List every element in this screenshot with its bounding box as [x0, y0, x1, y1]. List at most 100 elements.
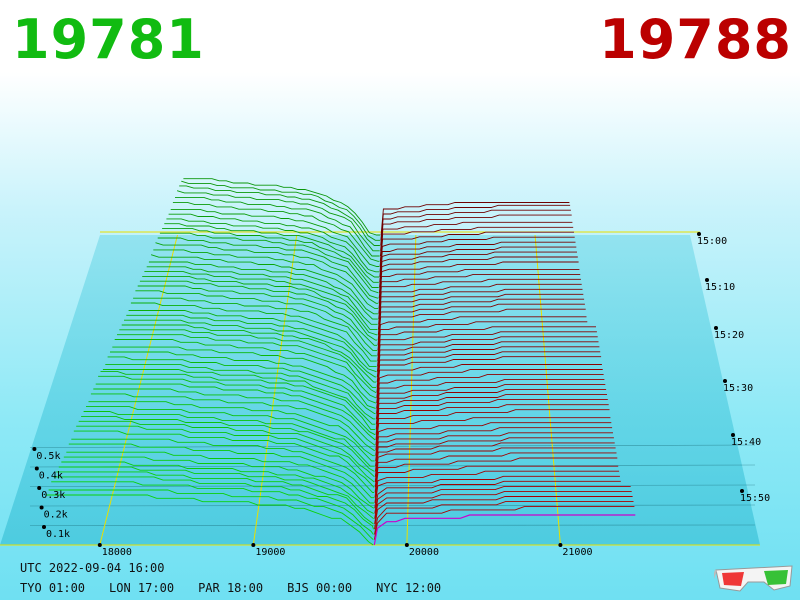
bid-line	[88, 401, 375, 457]
bid-line	[98, 375, 376, 436]
bid-line	[102, 369, 376, 425]
bid-series	[46, 178, 381, 546]
clock-4: NYC 12:00	[376, 581, 442, 595]
ask-line	[377, 298, 585, 335]
ask-line	[376, 351, 601, 388]
world-clocks: TYO 01:00 LON 17:00 PAR 18:00 BJS 00:00 NYC …	[20, 581, 465, 595]
ask-line	[373, 506, 635, 540]
ask-line	[375, 399, 608, 435]
y-tick	[32, 447, 37, 451]
bid-line	[153, 249, 379, 310]
ask-line	[376, 374, 604, 409]
ask-line	[378, 278, 581, 314]
x-tick-label: 21000	[562, 547, 592, 558]
ask-line	[380, 202, 570, 236]
ask-line	[374, 470, 620, 504]
ask-line	[374, 496, 633, 530]
bid-line	[63, 456, 375, 509]
bid-line	[107, 356, 376, 415]
bid-line	[83, 411, 375, 467]
ask-line	[375, 432, 613, 467]
y-tick	[42, 525, 46, 529]
bid-line	[105, 364, 376, 420]
time-tick-label: 15:20	[714, 330, 744, 341]
bid-line	[139, 280, 378, 341]
bid-line	[148, 261, 378, 320]
ask-line	[375, 422, 612, 456]
ask-line	[376, 369, 603, 404]
bid-line	[166, 218, 379, 278]
bid-line	[179, 185, 380, 246]
ask-line	[375, 427, 613, 461]
ask-line	[378, 273, 581, 309]
bid-line	[121, 324, 377, 383]
bid-line	[48, 489, 374, 541]
ask-line	[374, 480, 621, 514]
bid-line	[53, 476, 374, 530]
bid-line	[51, 481, 374, 535]
bid-line	[78, 420, 375, 478]
ask-line	[377, 331, 597, 367]
ask-line	[376, 356, 602, 393]
value-gridline	[29, 504, 756, 507]
time-tick	[697, 232, 701, 236]
bid-line	[176, 190, 380, 252]
ask-line	[375, 417, 611, 451]
bid-line	[175, 197, 380, 257]
ask-line	[378, 261, 579, 299]
y-tick-label: 0.4k	[39, 471, 63, 482]
bid-line	[58, 466, 374, 520]
ask-line	[379, 251, 577, 288]
ask-line	[376, 341, 599, 377]
bid-line	[164, 223, 379, 283]
ask-line	[380, 209, 571, 246]
bid-line	[135, 290, 377, 352]
ask-line	[379, 241, 576, 278]
time-tick-label: 15:40	[731, 437, 761, 448]
ask-line	[374, 452, 617, 488]
ask-line	[377, 293, 584, 330]
value-gridline	[29, 524, 756, 526]
x-gridline	[99, 234, 178, 546]
ask-line	[378, 268, 580, 304]
bid-line	[46, 494, 374, 546]
ask-line	[380, 214, 572, 251]
y-tick	[39, 505, 44, 510]
ask-line	[379, 231, 574, 267]
value-gridline	[29, 484, 756, 487]
time-tick-label: 15:30	[723, 383, 753, 394]
bid-line	[112, 346, 376, 404]
ask-line	[375, 409, 610, 446]
bid-line	[146, 266, 378, 325]
ask-line	[374, 442, 615, 477]
x-tick	[558, 543, 563, 547]
time-tick	[731, 433, 735, 437]
bid-line	[144, 271, 378, 331]
bid-line	[130, 302, 377, 362]
bid-line	[133, 297, 377, 357]
bid-line	[73, 430, 375, 488]
ask-line	[374, 501, 634, 535]
x-tick-label: 19000	[255, 547, 285, 558]
ask-line	[374, 465, 619, 498]
bid-line	[56, 471, 374, 525]
time-tick-label: 15:00	[697, 236, 727, 247]
bid-line	[114, 339, 377, 399]
bid-line	[128, 310, 377, 367]
y-tick	[37, 486, 42, 490]
bid-line	[86, 406, 375, 462]
clock-3: BJS 00:00	[287, 581, 353, 595]
ask-price: 19788	[599, 8, 792, 71]
ask-line	[375, 404, 609, 440]
ask-line	[380, 204, 571, 241]
x-tick	[97, 543, 102, 547]
time-tick	[705, 278, 709, 282]
ask-line	[374, 475, 620, 509]
bid-line	[66, 451, 374, 504]
time-tick	[714, 326, 718, 330]
bid-line	[68, 443, 374, 499]
ask-line	[376, 364, 602, 398]
3d-glasses-icon[interactable]	[714, 562, 794, 594]
y-tick-label: 0.3k	[41, 490, 65, 501]
time-tick	[740, 489, 744, 493]
